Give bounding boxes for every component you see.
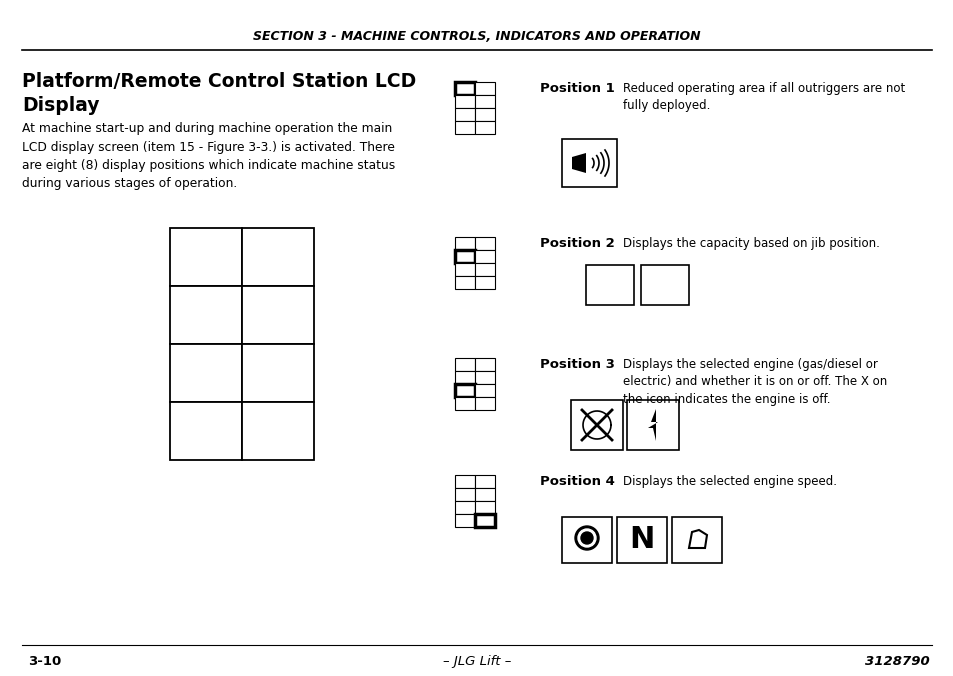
Bar xyxy=(455,82,475,95)
Bar xyxy=(455,237,475,250)
Bar xyxy=(455,514,475,527)
Bar xyxy=(475,82,495,95)
Text: Displays the selected engine (gas/diesel or
electric) and whether it is on or of: Displays the selected engine (gas/diesel… xyxy=(622,358,886,406)
Bar xyxy=(475,384,495,397)
Bar xyxy=(475,95,495,108)
Bar xyxy=(475,488,495,501)
Text: Display: Display xyxy=(22,96,99,115)
Bar xyxy=(640,265,688,305)
Bar xyxy=(242,344,314,402)
Bar xyxy=(455,263,475,276)
Text: N: N xyxy=(629,525,654,554)
Bar xyxy=(562,139,617,187)
Text: Position 1: Position 1 xyxy=(539,82,614,95)
Text: – JLG Lift –: – JLG Lift – xyxy=(442,655,511,668)
Text: SECTION 3 - MACHINE CONTROLS, INDICATORS AND OPERATION: SECTION 3 - MACHINE CONTROLS, INDICATORS… xyxy=(253,30,700,43)
Bar xyxy=(170,286,242,344)
Bar xyxy=(475,121,495,134)
Bar xyxy=(455,95,475,108)
Bar xyxy=(455,475,475,488)
Text: Displays the capacity based on jib position.: Displays the capacity based on jib posit… xyxy=(622,237,879,250)
Bar xyxy=(475,108,495,121)
Text: Position 3: Position 3 xyxy=(539,358,615,371)
Bar xyxy=(242,286,314,344)
Text: Reduced operating area if all outriggers are not
fully deployed.: Reduced operating area if all outriggers… xyxy=(622,82,904,112)
Bar xyxy=(475,358,495,371)
Bar xyxy=(170,228,242,286)
Bar xyxy=(242,228,314,286)
Bar xyxy=(455,501,475,514)
Circle shape xyxy=(575,526,598,550)
Bar xyxy=(585,265,634,305)
Bar xyxy=(455,108,475,121)
Circle shape xyxy=(580,532,593,544)
Bar xyxy=(455,397,475,410)
Bar xyxy=(671,517,721,563)
Bar xyxy=(475,514,495,527)
Text: Position 4: Position 4 xyxy=(539,475,615,488)
Bar xyxy=(475,501,495,514)
Bar xyxy=(475,250,495,263)
Bar xyxy=(626,400,679,450)
Polygon shape xyxy=(647,409,658,441)
Bar xyxy=(455,371,475,384)
Text: At machine start-up and during machine operation the main
LCD display screen (it: At machine start-up and during machine o… xyxy=(22,122,395,191)
Bar xyxy=(475,237,495,250)
Bar xyxy=(571,400,622,450)
Bar xyxy=(475,263,495,276)
Bar xyxy=(242,402,314,460)
Bar xyxy=(455,488,475,501)
Circle shape xyxy=(578,529,596,547)
Bar xyxy=(455,384,475,397)
Polygon shape xyxy=(572,153,585,173)
Bar xyxy=(455,121,475,134)
Text: 3128790: 3128790 xyxy=(864,655,929,668)
Bar xyxy=(475,397,495,410)
Text: Displays the selected engine speed.: Displays the selected engine speed. xyxy=(622,475,836,488)
Bar xyxy=(455,250,475,263)
Bar xyxy=(475,276,495,289)
Bar xyxy=(455,358,475,371)
Text: 3-10: 3-10 xyxy=(28,655,61,668)
Bar xyxy=(170,344,242,402)
Text: Platform/Remote Control Station LCD: Platform/Remote Control Station LCD xyxy=(22,72,416,91)
Bar xyxy=(475,475,495,488)
Bar xyxy=(170,402,242,460)
Bar xyxy=(475,371,495,384)
Bar xyxy=(617,517,666,563)
Bar xyxy=(561,517,612,563)
Text: Position 2: Position 2 xyxy=(539,237,614,250)
Bar xyxy=(455,276,475,289)
